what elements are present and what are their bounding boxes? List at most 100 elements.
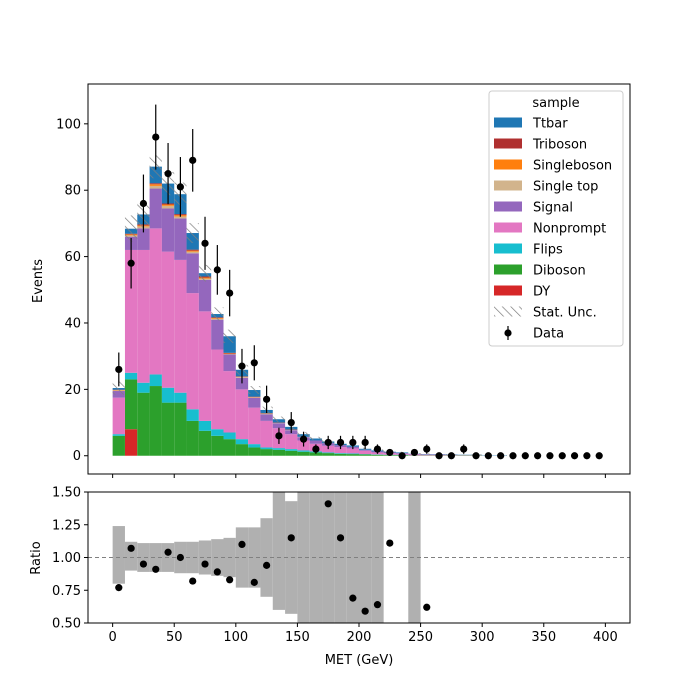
data-point [324,438,332,447]
ratio-y-ticks: 0.50 0.75 1.00 1.25 1.50 [52,486,88,632]
data-point [509,452,517,460]
ratio-band-bin [248,527,261,588]
bar-singleboson [161,204,175,206]
bar-flips [322,452,335,454]
bar-flips [235,439,249,445]
ratio-point [373,601,382,609]
bar-nonprompt [112,397,125,435]
bar-nonprompt [260,420,273,448]
bar-flips [248,444,261,448]
ratio-point [226,576,234,584]
ratio-y-axis-label: Ratio [29,541,44,574]
series-dy [124,429,138,456]
legend-frame [488,90,624,347]
legend-label: Data [533,327,564,342]
x-tick-label: 0 [108,630,116,645]
legend-label: Singleboson [533,159,612,174]
bar-signal [211,319,224,350]
legend-entry-diboson: Diboson [494,264,586,279]
bar-signal [174,218,187,260]
data-point [497,452,505,460]
ratio-point [324,500,332,508]
legend-label: DY [533,285,550,300]
bar-flips [285,449,298,451]
series-signal [112,188,458,456]
bar-diboson [297,451,310,456]
bar-nonprompt [186,293,199,410]
bar-signal [186,253,199,294]
bar-nonprompt [198,311,212,421]
x-tick-label: 300 [470,630,495,645]
data-point [176,183,184,191]
bar-flips [272,448,286,450]
stat-unc-bin [112,381,125,395]
ratio-band-bin [198,540,212,575]
bar-signal [260,414,273,421]
legend: sample Ttbar Triboson Singleboson Single to… [488,90,624,347]
bar-diboson [322,453,335,456]
ratio-point [213,568,221,576]
bar-flips [346,453,359,455]
bar-nonprompt [149,228,162,375]
bar-nonprompt [161,251,175,388]
main-x-ticks [112,474,606,478]
bar-flips [211,429,224,436]
bar-nonprompt [211,349,224,430]
ratio-point [287,534,295,542]
x-tick-label: 50 [166,630,183,645]
bar-flips [149,374,162,387]
bar-nonprompt [359,450,372,455]
bar-diboson [198,430,212,456]
x-tick-label: 400 [593,630,618,645]
legend-label: Signal [533,201,573,216]
stat-unc-bin [420,453,433,455]
ratio-point [423,603,431,611]
series-diboson [112,379,483,456]
bar-nonprompt [137,249,150,383]
ratio-point [386,539,394,547]
bar-single-top [161,205,175,209]
legend-label: Stat. Unc. [533,306,597,321]
ratio-point [115,584,123,592]
bar-diboson [161,402,175,456]
data-point [115,365,123,374]
data-point [570,452,579,460]
ratio-band-bin [272,492,286,610]
legend-swatch [494,117,522,128]
stat-unc-bin [309,436,323,441]
data-point [558,452,566,460]
bar-nonprompt [223,371,236,433]
data-point [152,133,160,141]
bar-flips [137,382,150,393]
data-point [349,438,357,447]
ratio-point [336,534,345,542]
legend-swatch [494,306,522,317]
bar-diboson [112,435,125,456]
legend-entry-triboson: Triboson [494,138,587,153]
x-tick-label: 150 [285,630,310,645]
main-panel: 0 20 40 60 80 100 Events sample Ttbar Triboson… [31,83,631,478]
series-flips [112,372,409,456]
ratio-points [115,500,431,615]
data-point [250,359,258,367]
x-tick-label: 200 [347,630,372,645]
legend-swatch [494,243,522,254]
bar-signal [359,449,372,451]
bar-nonprompt [248,407,261,445]
stat-unc-bin [272,416,286,422]
bar-signal [198,279,212,312]
bar-flips [112,434,125,436]
data-point [398,452,406,460]
data-point [139,199,148,208]
ratio-panel: 0 50 100 150 200 250 300 350 400 0.50 0.75 1.00 1.2… [29,486,631,668]
bar-nonprompt [420,454,433,456]
bar-triboson [186,249,199,251]
bar-singleboson [149,184,162,186]
legend-label: Single top [533,180,598,195]
bar-nonprompt [124,249,138,373]
ratio-point [164,548,172,556]
legend-label: Flips [533,243,563,258]
data-point [595,452,603,460]
bar-flips [198,420,212,431]
ratio-band-bin [186,541,199,574]
